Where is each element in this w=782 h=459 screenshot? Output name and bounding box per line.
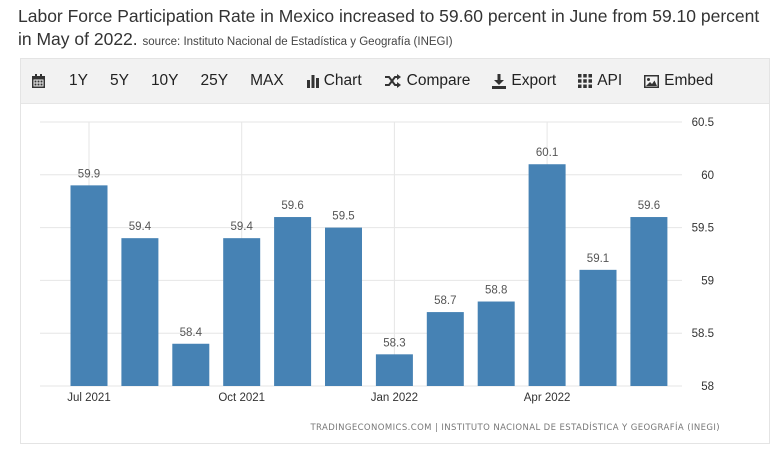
range-1y-button[interactable]: 1Y (69, 72, 88, 89)
data-label: 58.4 (180, 327, 203, 339)
chart-toolbar: 1Y 5Y 10Y 25Y MAX Chart Compare (21, 59, 769, 104)
embed-label: Embed (664, 72, 714, 89)
x-tick-label: Apr 2022 (524, 392, 571, 404)
bar (223, 238, 261, 386)
bar-chart-icon (306, 75, 319, 88)
range-5y-button[interactable]: 5Y (109, 72, 129, 89)
range-max-button[interactable]: MAX (250, 72, 284, 89)
export-button[interactable]: Export (492, 72, 556, 90)
embed-button[interactable]: Embed (644, 72, 713, 90)
range-10y-button[interactable]: 10Y (150, 72, 179, 89)
headline-source: source: Instituto Nacional de Estadístic… (142, 36, 453, 48)
api-label: API (597, 72, 623, 89)
bar (70, 185, 108, 386)
y-tick-label: 58 (701, 381, 714, 393)
data-label: 60.1 (536, 147, 558, 159)
data-label: 59.9 (78, 168, 100, 180)
data-label: 58.3 (383, 337, 405, 349)
export-label: Export (511, 72, 557, 89)
chart-headline: Labor Force Participation Rate in Mexico… (18, 5, 774, 54)
data-label: 58.7 (434, 295, 456, 307)
y-tick-label: 58.5 (692, 328, 714, 340)
data-label: 59.6 (638, 200, 660, 212)
data-label: 59.4 (129, 221, 152, 233)
y-tick-label: 59.5 (692, 223, 714, 235)
bar (375, 354, 413, 386)
download-icon (492, 73, 507, 89)
x-tick-label: Oct 2021 (218, 392, 265, 404)
bar (325, 227, 362, 386)
shuffle-icon (384, 74, 401, 88)
x-axis-ticks: Jul 2021 Oct 2021 Jan 2022 Apr 2022 (67, 392, 570, 404)
calendar-icon[interactable] (31, 73, 46, 89)
data-label: 59.1 (587, 253, 609, 265)
y-tick-label: 60.5 (692, 117, 714, 129)
bar (274, 217, 312, 386)
bar (630, 217, 668, 386)
bar (477, 301, 515, 386)
y-tick-label: 59 (701, 275, 714, 287)
grid-icon (578, 74, 593, 88)
bar (172, 343, 210, 386)
chart-type-label: Chart (323, 72, 362, 89)
data-label: 59.6 (281, 200, 303, 212)
data-label: 58.8 (485, 285, 507, 297)
bar (579, 269, 617, 386)
api-button[interactable]: API (578, 72, 622, 90)
bars (70, 164, 668, 386)
range-25y-button[interactable]: 25Y (200, 72, 229, 89)
image-icon (644, 74, 660, 88)
x-tick-label: Jul 2021 (67, 392, 110, 404)
y-axis-ticks: 58 58.5 59 59.5 60 60.5 (692, 117, 714, 393)
bar (426, 312, 464, 386)
y-tick-label: 60 (701, 170, 714, 182)
x-tick-label: Jan 2022 (371, 392, 418, 404)
bar (121, 238, 159, 386)
compare-label: Compare (406, 72, 471, 89)
data-labels: 59.9 59.4 58.4 59.4 59.6 59.5 58.3 58.7 58.8 60.1… (78, 147, 660, 349)
data-label: 59.5 (332, 211, 354, 223)
bar (528, 164, 566, 386)
headline-text: Labor Force Participation Rate in Mexico… (18, 6, 760, 49)
data-label: 59.4 (231, 221, 254, 233)
compare-button[interactable]: Compare (384, 72, 471, 90)
chart-footer-credit: TRADINGECONOMICS.COM | INSTITUTO NACIONA… (310, 423, 720, 433)
chart-type-button[interactable]: Chart (306, 72, 362, 90)
